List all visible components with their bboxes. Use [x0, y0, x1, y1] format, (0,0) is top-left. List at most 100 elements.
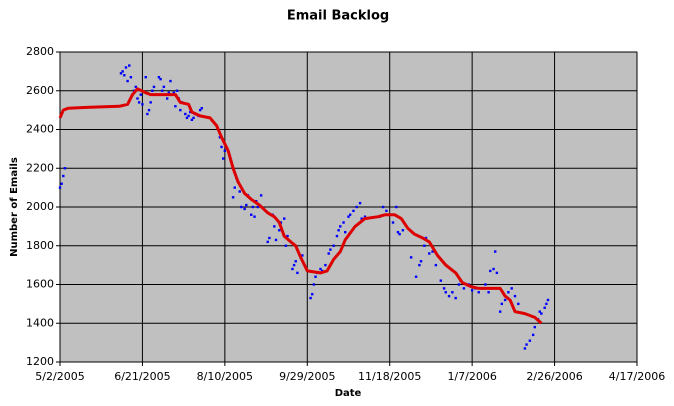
- data-point: [172, 91, 175, 94]
- data-point: [175, 89, 179, 92]
- data-point: [126, 79, 129, 83]
- y-tick-label: 2000: [26, 200, 54, 213]
- data-point: [250, 213, 253, 216]
- data-point: [339, 225, 342, 228]
- data-point: [198, 108, 202, 112]
- data-point: [531, 333, 535, 337]
- data-point: [442, 287, 446, 290]
- data-point: [169, 79, 172, 83]
- data-point: [324, 263, 327, 267]
- data-point: [162, 85, 166, 89]
- data-point: [144, 75, 147, 79]
- data-point: [418, 263, 421, 267]
- data-point: [523, 347, 527, 350]
- data-point: [414, 275, 418, 278]
- data-point: [189, 110, 192, 114]
- data-point: [167, 91, 171, 94]
- data-point: [335, 234, 339, 238]
- data-point: [319, 267, 322, 271]
- data-point: [477, 291, 480, 294]
- data-point: [279, 221, 283, 224]
- y-tick-label: 2600: [26, 84, 54, 97]
- data-point: [283, 217, 286, 220]
- data-point: [151, 89, 154, 92]
- data-point: [309, 296, 312, 300]
- y-tick-label: 1600: [26, 278, 54, 291]
- data-point: [146, 112, 149, 116]
- data-point: [311, 292, 314, 296]
- data-point: [220, 145, 223, 149]
- data-point: [134, 85, 138, 89]
- data-point: [159, 77, 162, 81]
- data-point: [218, 136, 222, 139]
- data-point: [454, 296, 457, 300]
- data-point: [487, 291, 490, 294]
- data-point: [337, 229, 340, 232]
- data-point: [498, 310, 502, 313]
- data-point: [457, 283, 461, 286]
- data-point: [347, 215, 350, 218]
- data-point: [245, 203, 248, 207]
- data-point: [543, 306, 546, 309]
- data-point: [152, 85, 156, 89]
- data-point: [500, 302, 504, 306]
- data-point: [434, 263, 438, 267]
- data-point: [185, 116, 189, 120]
- data-point: [147, 108, 151, 112]
- data-point: [119, 72, 123, 75]
- x-tick-label: 8/10/2005: [197, 370, 253, 383]
- data-point: [238, 190, 241, 193]
- data-point: [391, 221, 395, 224]
- data-point: [545, 302, 548, 306]
- data-point: [314, 275, 317, 278]
- data-point: [312, 283, 316, 286]
- data-point: [165, 97, 169, 100]
- data-point: [492, 267, 495, 271]
- data-point: [128, 64, 131, 67]
- data-point: [533, 325, 536, 329]
- data-point: [495, 271, 499, 275]
- data-point: [447, 294, 451, 298]
- data-point: [161, 89, 164, 92]
- data-point: [286, 234, 289, 238]
- data-point: [348, 213, 352, 216]
- data-point: [489, 269, 492, 273]
- y-tick-label: 2200: [26, 161, 54, 174]
- data-point: [342, 221, 345, 224]
- data-point: [294, 260, 297, 263]
- data-point: [274, 238, 278, 242]
- data-point: [513, 294, 517, 298]
- x-axis-label: Date: [335, 388, 362, 399]
- data-point: [510, 287, 513, 290]
- data-point: [63, 167, 67, 170]
- data-point: [507, 291, 510, 294]
- data-point: [360, 217, 363, 220]
- data-point: [278, 229, 281, 232]
- data-point: [395, 205, 398, 209]
- data-point: [266, 240, 269, 244]
- data-point: [332, 244, 335, 247]
- data-point: [231, 196, 235, 199]
- data-point: [355, 205, 358, 209]
- data-point: [184, 112, 187, 116]
- data-point: [240, 205, 243, 209]
- y-tick-label: 1800: [26, 239, 54, 252]
- data-point: [268, 236, 271, 240]
- y-tick-label: 1200: [26, 355, 54, 368]
- data-point: [137, 101, 141, 104]
- data-point: [187, 114, 190, 118]
- data-point: [58, 186, 62, 189]
- data-point: [327, 252, 330, 255]
- x-tick-label: 5/2/2005: [35, 370, 84, 383]
- data-point: [540, 312, 543, 315]
- data-point: [259, 194, 263, 197]
- x-tick-label: 9/29/2005: [279, 370, 335, 383]
- data-point: [484, 283, 487, 286]
- data-point: [546, 298, 550, 302]
- data-point: [62, 174, 65, 178]
- data-point: [179, 108, 182, 112]
- data-point: [301, 254, 304, 257]
- data-point: [149, 101, 152, 104]
